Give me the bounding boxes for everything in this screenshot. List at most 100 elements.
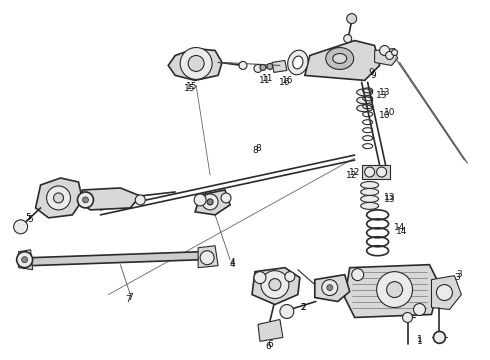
Polygon shape [30,252,202,266]
Circle shape [14,220,27,234]
Text: 4: 4 [229,258,235,267]
Circle shape [239,62,247,69]
Text: 12: 12 [346,171,357,180]
Circle shape [47,186,71,210]
Text: 7: 7 [125,295,131,304]
Circle shape [17,252,33,268]
Text: 3: 3 [455,273,460,282]
Text: 15: 15 [186,82,198,91]
Circle shape [403,312,413,323]
Circle shape [377,167,387,177]
Text: 11: 11 [259,76,270,85]
Circle shape [434,332,445,343]
Circle shape [414,303,425,315]
Text: 16: 16 [282,76,294,85]
Text: 3: 3 [457,270,462,279]
Text: 8: 8 [255,144,261,153]
Circle shape [322,280,338,296]
Text: 6: 6 [265,342,271,351]
Circle shape [269,279,281,291]
Circle shape [261,271,289,298]
Polygon shape [78,188,140,210]
Text: 12: 12 [349,167,360,176]
Circle shape [285,272,295,282]
Ellipse shape [293,56,303,69]
Text: 6: 6 [267,340,273,349]
Circle shape [386,51,393,59]
Ellipse shape [361,181,379,189]
Text: 5: 5 [28,215,33,224]
Polygon shape [19,250,33,270]
Ellipse shape [361,189,379,195]
Polygon shape [168,49,222,80]
Polygon shape [198,246,218,268]
Text: 16: 16 [279,78,291,87]
Ellipse shape [361,202,379,210]
Polygon shape [305,41,380,80]
Circle shape [343,35,352,42]
Text: 13: 13 [384,195,395,204]
Text: 11: 11 [262,74,274,83]
Text: 5: 5 [26,213,31,222]
Text: 9: 9 [369,68,374,77]
Text: 1: 1 [416,335,422,344]
Circle shape [352,269,364,280]
Text: 4: 4 [229,260,235,269]
Text: 8: 8 [252,145,258,154]
Polygon shape [36,178,82,218]
Circle shape [260,64,266,71]
Text: 2: 2 [300,303,306,312]
Circle shape [392,50,397,55]
Text: 13: 13 [379,88,391,97]
Circle shape [207,199,213,205]
Text: 9: 9 [371,71,376,80]
Text: 15: 15 [184,84,196,93]
Circle shape [380,45,390,55]
Polygon shape [315,275,350,302]
Circle shape [188,55,204,71]
Circle shape [254,64,262,72]
Text: 10: 10 [384,108,395,117]
Circle shape [194,194,206,206]
Polygon shape [252,268,300,305]
Text: 10: 10 [379,111,391,120]
Circle shape [77,192,94,208]
Circle shape [347,14,357,24]
Circle shape [280,305,294,319]
Ellipse shape [357,97,372,104]
Circle shape [82,197,89,203]
Ellipse shape [357,89,372,96]
Circle shape [202,194,218,210]
Circle shape [221,193,231,203]
Text: 2: 2 [300,303,306,312]
Polygon shape [345,265,440,318]
Ellipse shape [361,195,379,202]
Ellipse shape [333,54,347,63]
Ellipse shape [326,48,354,69]
Polygon shape [375,49,397,66]
Text: 13: 13 [384,193,395,202]
Polygon shape [258,319,283,341]
Text: 1: 1 [416,337,422,346]
Circle shape [254,272,266,284]
Text: 7: 7 [127,293,133,302]
Text: 14: 14 [394,223,405,232]
Polygon shape [432,276,462,310]
Circle shape [53,193,64,203]
Circle shape [22,257,27,263]
Polygon shape [272,60,287,72]
Text: 14: 14 [396,227,407,236]
Polygon shape [195,190,230,215]
Circle shape [200,251,214,265]
Circle shape [437,285,452,301]
Circle shape [327,285,333,291]
Circle shape [180,48,212,80]
Text: 13: 13 [376,91,388,100]
Circle shape [377,272,413,307]
Circle shape [135,195,145,205]
Ellipse shape [288,50,308,75]
Circle shape [365,167,375,177]
Bar [362,165,390,179]
Ellipse shape [357,105,372,112]
Circle shape [387,282,403,298]
